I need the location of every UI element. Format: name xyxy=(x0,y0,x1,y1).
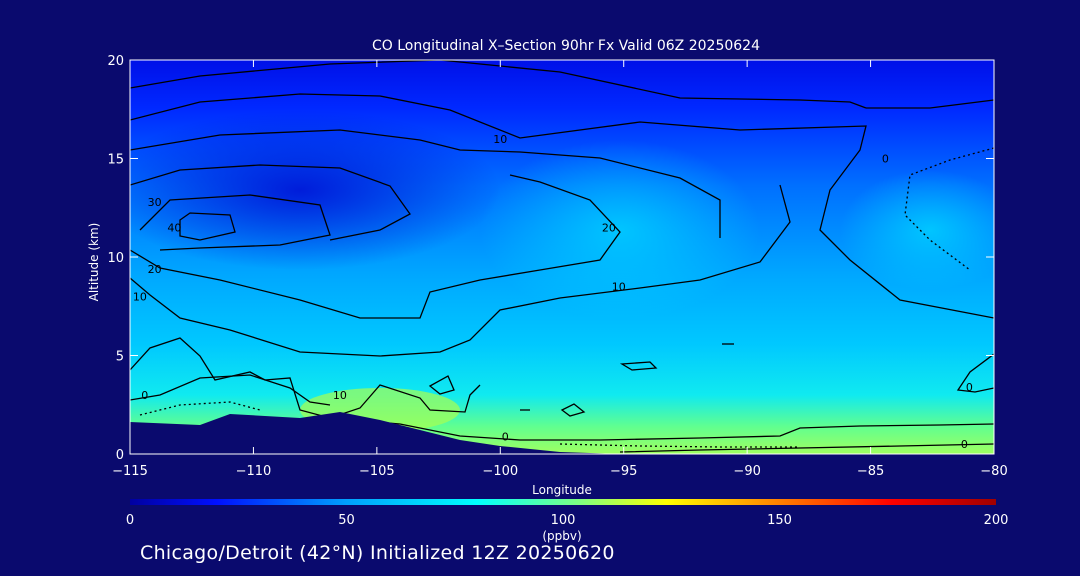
colorbar-tick-label: 200 xyxy=(984,513,1009,528)
contour-label: 0 xyxy=(141,389,148,402)
colorbar-tick-label: 150 xyxy=(767,513,792,528)
contour-lowest-zero xyxy=(619,443,994,453)
x-axis: −115 −110 −105 −100 −95 −90 −85 −80 xyxy=(112,60,1008,479)
colorbar-tick-label: 100 xyxy=(551,513,576,528)
contour-label: 10 xyxy=(133,290,147,303)
contour-label: 40 xyxy=(167,221,181,234)
x-tick-label: −115 xyxy=(112,464,148,479)
contour-low-left xyxy=(130,337,481,419)
y-tick-label: 0 xyxy=(116,448,124,463)
contour-label: 0 xyxy=(966,381,973,394)
y-axis: 0 5 10 15 20 xyxy=(107,54,994,463)
contour-top xyxy=(130,60,867,109)
contour-label: 0 xyxy=(961,438,968,451)
x-tick-label: −90 xyxy=(733,464,760,479)
high-altitude-minimum xyxy=(130,110,500,270)
terrain-mask xyxy=(130,412,620,454)
contour-label: 20 xyxy=(602,221,616,234)
contour-labels: 10 30 40 20 10 20 10 0 0 10 0 0 0 xyxy=(133,133,973,451)
contour-label: 10 xyxy=(333,389,347,402)
eastern-plume xyxy=(840,170,994,290)
x-tick-label: −80 xyxy=(980,464,1007,479)
contour-dotted-left xyxy=(139,401,261,416)
y-tick-label: 10 xyxy=(107,251,124,266)
footer-caption: Chicago/Detroit (42°N) Initialized 12Z 2… xyxy=(140,542,615,564)
chart-title: CO Longitudinal X–Section 90hr Fx Valid … xyxy=(372,38,760,54)
contour-small-loop-2 xyxy=(428,375,455,395)
contour-core-35 xyxy=(139,194,331,251)
contour-upper-right xyxy=(866,99,994,109)
y-tick-label: 15 xyxy=(107,153,124,168)
contour-mid-10 xyxy=(130,184,791,357)
colorbar-tick-label: 50 xyxy=(338,513,355,528)
colorbar-gradient xyxy=(130,499,996,505)
colorbar-ticks: 0 50 100 150 200 xyxy=(126,513,1009,528)
contour-mid-20 xyxy=(130,174,621,319)
contour-label: 20 xyxy=(148,263,162,276)
x-tick-label: −110 xyxy=(236,464,272,479)
contour-label: 0 xyxy=(502,430,509,443)
plot-area: 10 30 40 20 10 20 10 0 0 10 0 0 0 xyxy=(130,60,994,454)
x-tick-label: −85 xyxy=(857,464,884,479)
x-tick-label: −105 xyxy=(359,464,395,479)
contour-label: 0 xyxy=(882,153,889,166)
contour-small-loop-1 xyxy=(619,361,658,371)
contour-dotted-low xyxy=(559,443,800,448)
y-axis-label: Altitude (km) xyxy=(87,223,101,302)
contour-upper-10 xyxy=(130,93,994,319)
colorbar: 0 50 100 150 200 (ppbv) xyxy=(126,499,1009,543)
x-axis-label: Longitude xyxy=(532,483,592,497)
contour-upper-20 xyxy=(130,129,721,238)
colorbar-unit: (ppbv) xyxy=(542,529,581,543)
contour-mid-30 xyxy=(130,164,411,241)
colorbar-tick-label: 0 xyxy=(126,513,134,528)
y-tick-label: 20 xyxy=(107,54,124,69)
x-tick-label: −100 xyxy=(482,464,518,479)
contour-label: 10 xyxy=(612,281,626,294)
contour-core-40 xyxy=(179,212,236,241)
x-tick-label: −95 xyxy=(610,464,637,479)
contour-right-low xyxy=(956,353,994,393)
contour-label: 30 xyxy=(148,196,162,209)
contour-low-left-2 xyxy=(130,374,331,406)
contour-label: 10 xyxy=(493,133,507,146)
y-tick-label: 5 xyxy=(116,350,124,365)
contour-small-loop-3 xyxy=(560,403,586,417)
